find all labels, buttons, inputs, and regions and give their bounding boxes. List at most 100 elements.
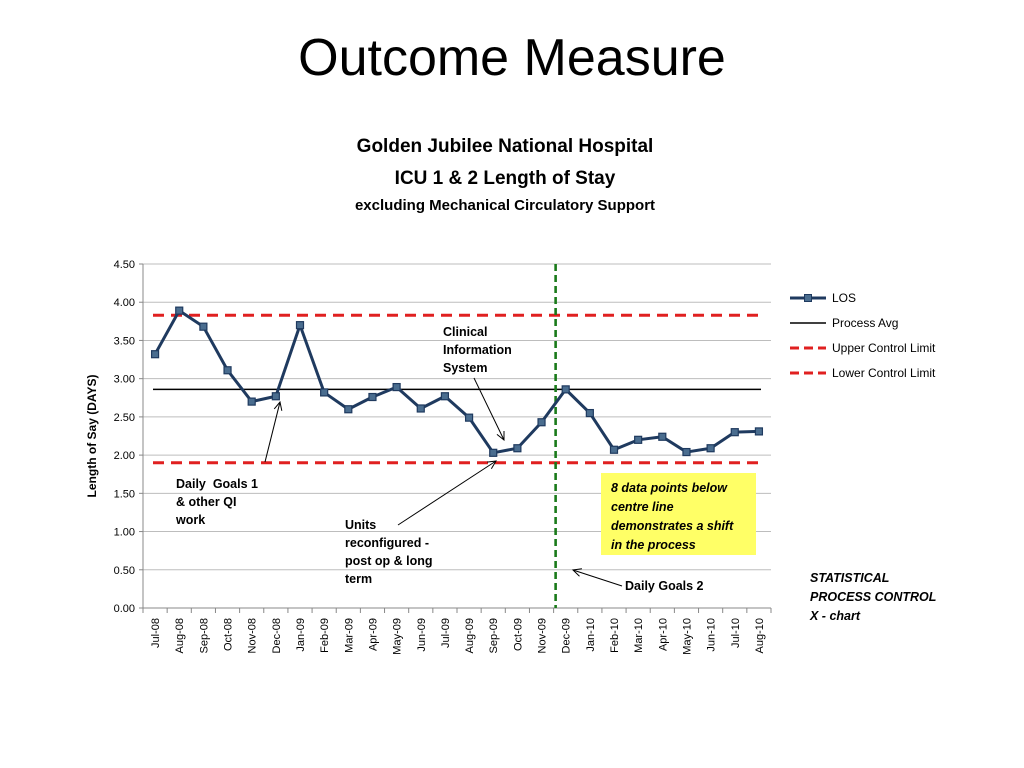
annotation-arrows <box>264 377 623 587</box>
x-tick-label: Aug-09 <box>464 618 476 653</box>
arrow-daily-goals-2 <box>571 568 623 587</box>
legend-item: Upper Control Limit <box>790 341 936 355</box>
y-tick-label: 3.00 <box>114 374 135 386</box>
legend-label: Process Avg <box>832 316 898 330</box>
los-point <box>585 408 594 418</box>
x-tick-label: Apr-10 <box>657 618 669 651</box>
x-tick-label: Oct-09 <box>512 618 524 651</box>
slide-title: Outcome Measure <box>298 29 726 87</box>
spc-label-line: STATISTICAL <box>810 571 890 585</box>
x-tick-label: Aug-10 <box>754 618 766 653</box>
shift-note-box: 8 data points below centre line demonstr… <box>601 473 756 555</box>
los-series <box>150 306 764 457</box>
los-point <box>513 444 522 453</box>
y-tick-label: 2.50 <box>114 412 135 424</box>
x-tick-label: Oct-08 <box>223 618 235 651</box>
shift-note-line: in the process <box>611 538 696 552</box>
legend-item: Process Avg <box>790 316 898 330</box>
los-point <box>609 445 619 454</box>
annotation-line: reconfigured - <box>345 536 430 550</box>
x-tick-label: Jul-10 <box>730 618 742 648</box>
arrow-units-reconfigured <box>397 460 497 526</box>
annotation-line: Information <box>443 343 512 357</box>
x-tick-label: Feb-09 <box>319 618 331 653</box>
arrow-daily-goals-1 <box>264 400 283 463</box>
annotation-line: Daily Goals 2 <box>625 579 704 593</box>
x-tick-label: Feb-10 <box>609 618 621 653</box>
annotation-line: & other QI <box>176 495 237 509</box>
los-point <box>247 397 256 406</box>
x-tick-label: Nov-08 <box>247 618 259 653</box>
y-tick-label: 0.00 <box>114 603 135 615</box>
legend-label: Lower Control Limit <box>832 366 936 380</box>
los-point <box>368 392 377 402</box>
arrow-clinical-information-system <box>473 377 505 442</box>
los-point <box>175 306 184 315</box>
y-axis-label: Length of Say (DAYS) <box>85 375 99 498</box>
spc-chart-type-label: STATISTICAL PROCESS CONTROL X - chart <box>810 569 950 626</box>
los-point <box>440 392 450 401</box>
shift-note-line: 8 data points below <box>611 481 727 495</box>
x-tick-label: Mar-09 <box>343 618 355 653</box>
y-tick-label: 1.00 <box>114 527 135 539</box>
los-point <box>223 366 232 375</box>
x-tick-label: Jul-09 <box>440 618 452 648</box>
x-tick-label: May-10 <box>681 618 693 655</box>
y-tick-label: 1.50 <box>114 488 135 500</box>
legend-label: Upper Control Limit <box>832 341 936 355</box>
los-point <box>320 388 329 397</box>
annotation-line: term <box>345 572 373 586</box>
annotation-units-reconfigured: Units reconfigured - post op & long term <box>345 516 432 588</box>
los-point <box>634 435 643 444</box>
los-point <box>199 322 208 331</box>
los-point <box>344 405 353 414</box>
los-point <box>561 385 570 394</box>
legend-item: Lower Control Limit <box>790 366 936 380</box>
y-axis: 0.00 0.50 1.00 1.50 2.00 2.50 3.00 3.50 4.00 4.50 <box>114 259 144 615</box>
x-tick-label: Jun-10 <box>706 618 718 652</box>
x-tick-label: Sep-08 <box>198 618 210 653</box>
los-point <box>706 444 715 453</box>
x-tick-label: May-09 <box>392 618 404 655</box>
legend: LOS Process Avg Upper Control Limit Lower C… <box>790 291 936 380</box>
annotation-line: Daily Goals 1 <box>176 477 258 491</box>
chart-title: Golden Jubilee National Hospital <box>357 136 654 157</box>
x-tick-label: Jul-08 <box>150 618 162 648</box>
annotation-line: Clinical <box>443 325 488 339</box>
los-point <box>658 432 667 441</box>
los-point <box>416 404 425 413</box>
shift-note-line: centre line <box>611 500 674 514</box>
annotation-line: Units <box>345 518 377 532</box>
y-tick-label: 4.00 <box>114 297 135 309</box>
annotation-daily-goals-1: Daily Goals 1 & other QI work <box>176 475 258 529</box>
y-tick-label: 2.00 <box>114 450 135 462</box>
los-point <box>754 427 764 436</box>
x-tick-label: Jun-09 <box>416 618 428 652</box>
chart-subtitle: ICU 1 & 2 Length of Stay <box>395 168 616 189</box>
legend-item: LOS <box>790 291 856 305</box>
los-point <box>489 448 498 457</box>
shift-note-line: demonstrates a shift <box>611 519 734 533</box>
spc-label-line: PROCESS CONTROL <box>810 590 937 604</box>
chart-subtitle-2: excluding Mechanical Circulatory Support <box>355 197 655 214</box>
x-tick-label: Dec-09 <box>561 618 573 653</box>
y-tick-label: 4.50 <box>114 259 135 271</box>
annotation-line: System <box>443 361 488 375</box>
annotation-line: post op & long <box>345 554 433 568</box>
y-tick-label: 3.50 <box>114 335 135 347</box>
x-tick-label: Nov-09 <box>537 618 549 653</box>
legend-marker <box>804 294 812 302</box>
gridlines <box>143 263 771 609</box>
x-tick-label: Aug-08 <box>174 618 186 653</box>
annotation-line: work <box>176 513 206 527</box>
annotation-daily-goals-2: Daily Goals 2 <box>625 577 704 595</box>
legend-label: LOS <box>832 291 856 305</box>
x-tick-label: Apr-09 <box>367 618 379 651</box>
los-point <box>150 350 160 359</box>
reference-lines <box>153 264 761 608</box>
los-point <box>730 428 739 437</box>
los-point <box>271 392 280 401</box>
y-tick-label: 0.50 <box>114 565 135 577</box>
x-tick-label: Jan-09 <box>295 618 307 652</box>
